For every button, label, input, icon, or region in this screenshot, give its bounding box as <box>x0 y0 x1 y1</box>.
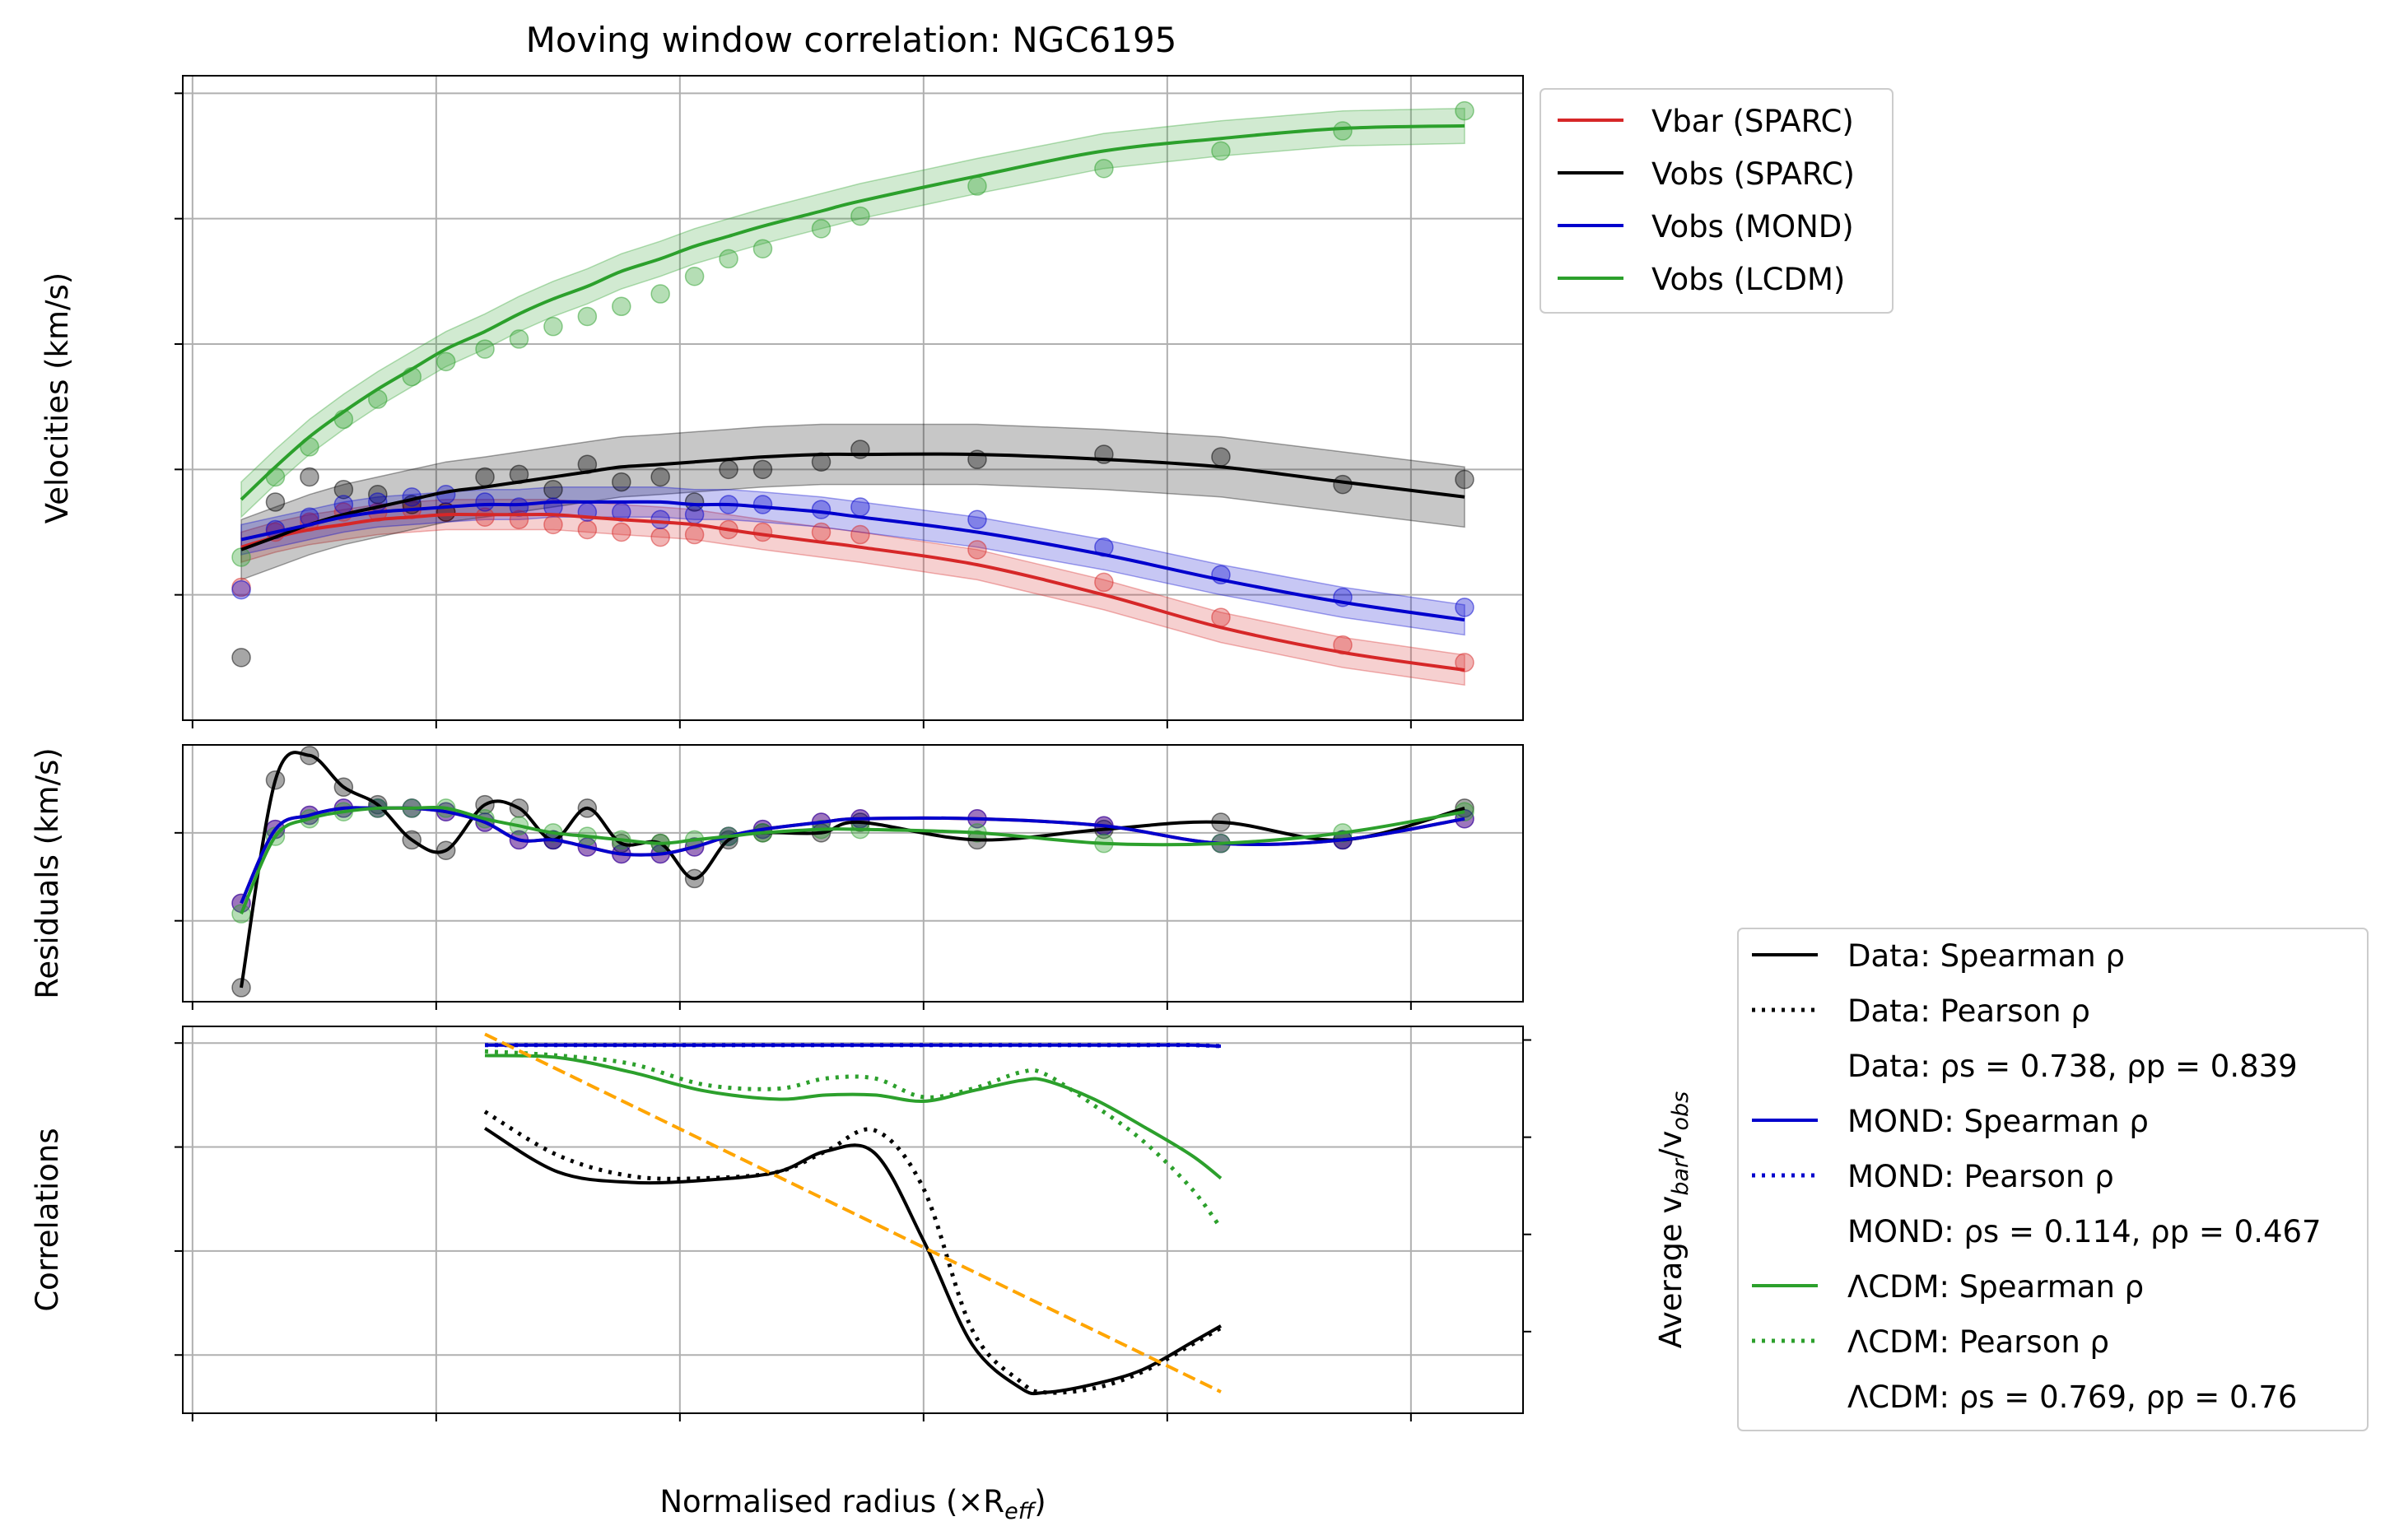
average-ratio-line <box>484 1032 1222 1393</box>
velocity-point <box>967 540 987 560</box>
legend-label: MOND: ρs = 0.114, ρp = 0.467 <box>1847 1214 2322 1249</box>
correlation-line <box>483 1110 1223 1395</box>
velocity-point <box>650 467 670 487</box>
velocity-point <box>752 459 773 480</box>
velocity-point <box>577 306 598 327</box>
y-axis-label: Residuals (km/s) <box>30 747 65 998</box>
velocity-point <box>967 176 987 196</box>
legend-label: Data: ρs = 0.738, ρp = 0.839 <box>1847 1049 2298 1084</box>
velocity-point <box>811 500 831 519</box>
velocity-band <box>240 499 1465 686</box>
velocity-point <box>612 522 631 542</box>
velocity-point <box>967 509 987 530</box>
velocity-point <box>811 219 831 239</box>
y-axis-label: Correlations <box>30 1128 65 1311</box>
velocity-point <box>265 492 286 512</box>
correlation-line <box>484 1049 1223 1230</box>
velocity-point <box>436 351 456 372</box>
chart-title: Moving window correlation: NGC6195 <box>526 20 1177 60</box>
legend-label: Data: Spearman ρ <box>1847 938 2125 974</box>
velocity-point <box>650 284 670 304</box>
velocity-band <box>240 107 1465 519</box>
velocity-point <box>719 249 738 269</box>
velocity-line <box>240 452 1465 551</box>
velocity-point <box>650 527 670 547</box>
velocity-point <box>1455 598 1474 617</box>
residual-line <box>240 805 1465 915</box>
velocity-point <box>811 522 831 542</box>
velocity-point <box>1455 653 1474 672</box>
velocity-point <box>543 479 563 500</box>
legend-label: Vobs (SPARC) <box>1651 156 1855 192</box>
correlation-line <box>484 1054 1223 1180</box>
velocity-point <box>850 497 870 517</box>
correlation-legend: Data: Spearman ρ Data: Pearson ρ Data: ρs … <box>1737 928 2369 1431</box>
velocity-point <box>333 495 354 514</box>
velocity-point <box>475 492 495 512</box>
legend-label: MOND: Pearson ρ <box>1847 1159 2114 1194</box>
velocity-point <box>1333 474 1353 495</box>
velocity-point <box>475 339 495 359</box>
velocity-point <box>1211 141 1231 161</box>
velocity-point <box>231 648 251 668</box>
legend-label: Vobs (MOND) <box>1651 209 1854 244</box>
velocity-point <box>231 579 251 600</box>
legend-label: Vobs (LCDM) <box>1651 262 1845 297</box>
velocity-point <box>1094 158 1114 179</box>
y2-axis-label: Average vbar/vobs <box>1653 1091 1693 1349</box>
velocity-line <box>240 512 1465 672</box>
velocity-panel: Velocities (km/s) <box>40 75 1524 728</box>
velocity-line <box>240 123 1465 501</box>
velocity-point <box>1333 121 1353 141</box>
velocity-point <box>368 485 388 505</box>
velocity-point <box>612 472 631 492</box>
residual-line <box>240 751 1465 989</box>
velocity-point <box>577 519 598 540</box>
velocity-point <box>543 514 563 535</box>
velocity-point <box>475 507 495 527</box>
velocity-point <box>333 479 354 500</box>
velocity-point <box>752 495 773 514</box>
legend-label: ΛCDM: ρs = 0.769, ρp = 0.76 <box>1847 1379 2297 1415</box>
y-axis-label: Velocities (km/s) <box>40 272 75 523</box>
velocity-point <box>850 206 870 226</box>
x-axis-label: Normalised radius (×Reff) <box>659 1484 1046 1524</box>
velocity-point <box>752 239 773 258</box>
correlation-panel: Correlations Normalised radius (×Reff) Ave… <box>30 1026 1693 1524</box>
velocity-point <box>719 459 738 480</box>
correlation-line <box>485 1043 1222 1048</box>
velocity-line <box>240 500 1465 622</box>
legend-label: ΛCDM: Pearson ρ <box>1847 1324 2109 1360</box>
legend-box <box>1540 88 1894 314</box>
correlation-line <box>485 1043 1222 1049</box>
velocity-point <box>300 467 319 487</box>
velocity-point <box>1455 469 1474 490</box>
legend-label: MOND: Spearman ρ <box>1847 1104 2149 1139</box>
velocity-point <box>231 547 251 567</box>
legend-label: Vbar (SPARC) <box>1651 104 1854 139</box>
velocity-point <box>1211 607 1231 627</box>
velocity-point <box>850 524 870 545</box>
velocity-point <box>475 467 495 487</box>
velocity-point <box>543 316 563 337</box>
velocity-point <box>1455 100 1474 121</box>
axes-frame <box>182 75 1524 721</box>
velocity-point <box>509 329 529 349</box>
velocity-point <box>684 524 705 545</box>
velocity-point <box>650 509 670 530</box>
correlation-line <box>483 1127 1222 1396</box>
legend-label: Data: Pearson ρ <box>1847 993 2090 1029</box>
velocity-legend: Vbar (SPARC) Vobs (SPARC) Vobs (MOND) Vobs … <box>1540 88 1894 314</box>
velocity-point <box>684 266 705 286</box>
velocity-point <box>684 505 705 524</box>
axes-frame <box>182 744 1524 1003</box>
legend-box <box>1737 928 2369 1431</box>
residual-panel: Residuals (km/s) <box>30 744 1524 1010</box>
velocity-point <box>1094 572 1114 593</box>
axes-frame <box>182 1026 1524 1414</box>
legend-label: ΛCDM: Spearman ρ <box>1847 1269 2144 1305</box>
velocity-point <box>612 296 631 317</box>
velocity-point <box>1211 447 1231 467</box>
